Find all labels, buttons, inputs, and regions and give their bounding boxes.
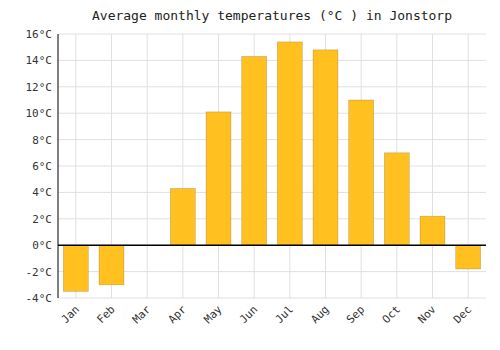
x-axis: Jan Feb Mar Apr May Jun Jul Aug Sep Oct Nov Dec bbox=[59, 303, 475, 327]
bar bbox=[277, 42, 302, 245]
y-grid-line bbox=[58, 192, 486, 193]
x-tick-label: Dec bbox=[451, 303, 474, 326]
bar bbox=[99, 245, 124, 285]
y-grid-line bbox=[58, 298, 486, 299]
y-tick-label: 8°C bbox=[32, 134, 52, 147]
y-axis-line bbox=[58, 34, 59, 298]
y-grid-line bbox=[58, 166, 486, 167]
bar bbox=[349, 100, 374, 245]
x-tick-label: Nov bbox=[415, 303, 439, 327]
y-tick-label: 6°C bbox=[32, 160, 52, 173]
x-tick-label: Oct bbox=[380, 303, 403, 326]
x-tick-label: Mar bbox=[130, 303, 154, 327]
x-tick-label: Jun bbox=[237, 303, 260, 326]
x-tick-label: Feb bbox=[94, 303, 117, 326]
y-grid-line bbox=[58, 245, 486, 246]
y-tick-label: -4°C bbox=[26, 292, 53, 305]
chart-container: Average monthly temperatures (°C ) in Jo… bbox=[0, 0, 500, 350]
bar bbox=[420, 216, 445, 245]
y-grid-line bbox=[58, 60, 486, 61]
y-tick-label: 12°C bbox=[26, 81, 53, 94]
y-tick-label: -2°C bbox=[26, 266, 53, 279]
y-tick-label: 4°C bbox=[32, 186, 52, 199]
y-tick-label: 10°C bbox=[26, 107, 53, 120]
zero-line bbox=[58, 244, 486, 246]
y-tick-label: 16°C bbox=[26, 28, 53, 41]
y-tick-label: 2°C bbox=[32, 213, 52, 226]
y-grid-line bbox=[58, 86, 486, 87]
bar bbox=[456, 245, 481, 269]
bar bbox=[63, 245, 88, 291]
y-grid-line bbox=[58, 34, 486, 35]
x-tick-label: Jul bbox=[273, 303, 296, 326]
x-tick-label: Sep bbox=[344, 303, 367, 326]
bar bbox=[206, 112, 231, 245]
bar bbox=[384, 153, 409, 245]
x-tick-label: Aug bbox=[308, 303, 331, 326]
bar bbox=[242, 56, 267, 245]
y-tick-label: 0°C bbox=[32, 239, 52, 252]
x-tick-label: Jan bbox=[59, 303, 82, 326]
bars bbox=[63, 42, 480, 291]
y-tick-label: 14°C bbox=[26, 54, 53, 67]
y-axis: -4°C -2°C 0°C 2°C 4°C 6°C 8°C 10°C 12°C 14°C 16°C bbox=[26, 28, 53, 305]
grid bbox=[58, 34, 486, 298]
chart-title: Average monthly temperatures (°C ) in Jo… bbox=[92, 8, 452, 23]
y-grid-line bbox=[58, 139, 486, 140]
bar bbox=[313, 50, 338, 245]
x-grid-line bbox=[147, 34, 148, 298]
x-tick-label: Apr bbox=[166, 303, 190, 327]
x-grid-line bbox=[182, 34, 183, 298]
x-grid-line bbox=[432, 34, 433, 298]
x-tick-label: May bbox=[201, 303, 225, 327]
y-grid-line bbox=[58, 113, 486, 114]
chart-svg: Average monthly temperatures (°C ) in Jo… bbox=[0, 0, 500, 350]
bar bbox=[170, 188, 195, 245]
